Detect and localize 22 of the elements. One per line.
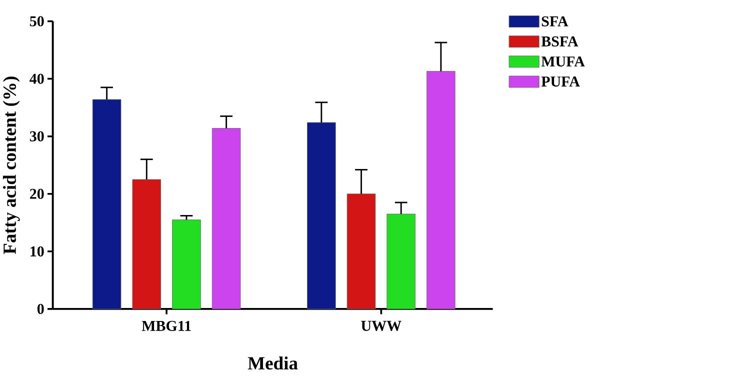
y-tick-label: 50 <box>30 16 44 26</box>
legend-label: SFA <box>542 16 568 26</box>
y-tick-label: 0 <box>37 304 44 314</box>
bar <box>212 128 241 309</box>
y-tick-label: 40 <box>30 74 44 84</box>
y-tick-label: 10 <box>30 246 44 256</box>
bar <box>132 179 162 309</box>
legend-label: MUFA <box>541 56 585 66</box>
bar <box>307 122 336 309</box>
bar <box>346 193 376 309</box>
legend-label: PUFA <box>541 76 580 86</box>
y-axis-title: Fatty acid content (%) <box>2 76 20 254</box>
bar <box>92 99 122 309</box>
y-tick-label: 30 <box>30 131 44 142</box>
x-tick-label: UWW <box>361 320 402 331</box>
bar <box>426 70 456 309</box>
y-tick-label: 20 <box>30 188 44 199</box>
legend-label: BSFA <box>541 36 578 46</box>
bar <box>386 214 416 309</box>
bar <box>172 219 201 309</box>
x-tick-label: MBG11 <box>142 320 191 331</box>
x-axis-title: Media <box>248 356 298 370</box>
